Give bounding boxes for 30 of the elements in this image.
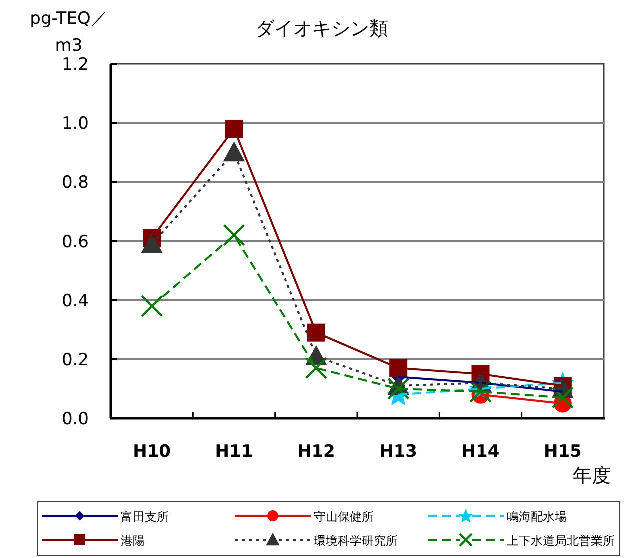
legend-label: 富田支所 [121, 510, 169, 524]
y-tick-label: 0.4 [62, 291, 89, 312]
x-tick-label: H15 [544, 442, 582, 462]
x-tick-label: H13 [380, 442, 418, 462]
legend-label: 環境科学研究所 [314, 534, 398, 548]
x-tick-label: H12 [297, 442, 336, 462]
x-axis-title: 年度 [573, 465, 611, 487]
y-tick-label: 0.6 [62, 232, 89, 252]
x-tick-label: H11 [215, 442, 254, 462]
x-tick-label: H14 [462, 442, 500, 462]
legend-label: 守山保健所 [314, 510, 374, 524]
y-tick-label: 0.0 [62, 410, 89, 430]
x-tick-label: H10 [133, 442, 172, 462]
point [470, 380, 492, 404]
y-tick-label: 1.2 [62, 55, 89, 75]
point [142, 234, 163, 254]
chart-title: ダイオキシン類 [256, 18, 388, 40]
y-axis-title: pg-TEQ／ m3 [30, 9, 108, 56]
legend-label: 上下水道局北営業所 [507, 534, 615, 548]
legend-label: 港陽 [121, 534, 145, 548]
y-tick-label: 1.0 [62, 114, 89, 134]
point [223, 224, 246, 246]
point [140, 295, 164, 318]
y-tick-label: 0.8 [62, 173, 89, 194]
y-tick-label: 0.2 [62, 350, 89, 370]
point [305, 357, 328, 380]
point [224, 142, 245, 162]
point [552, 386, 574, 409]
point [387, 378, 410, 400]
legend-label: 鳴海配水場 [507, 510, 567, 524]
